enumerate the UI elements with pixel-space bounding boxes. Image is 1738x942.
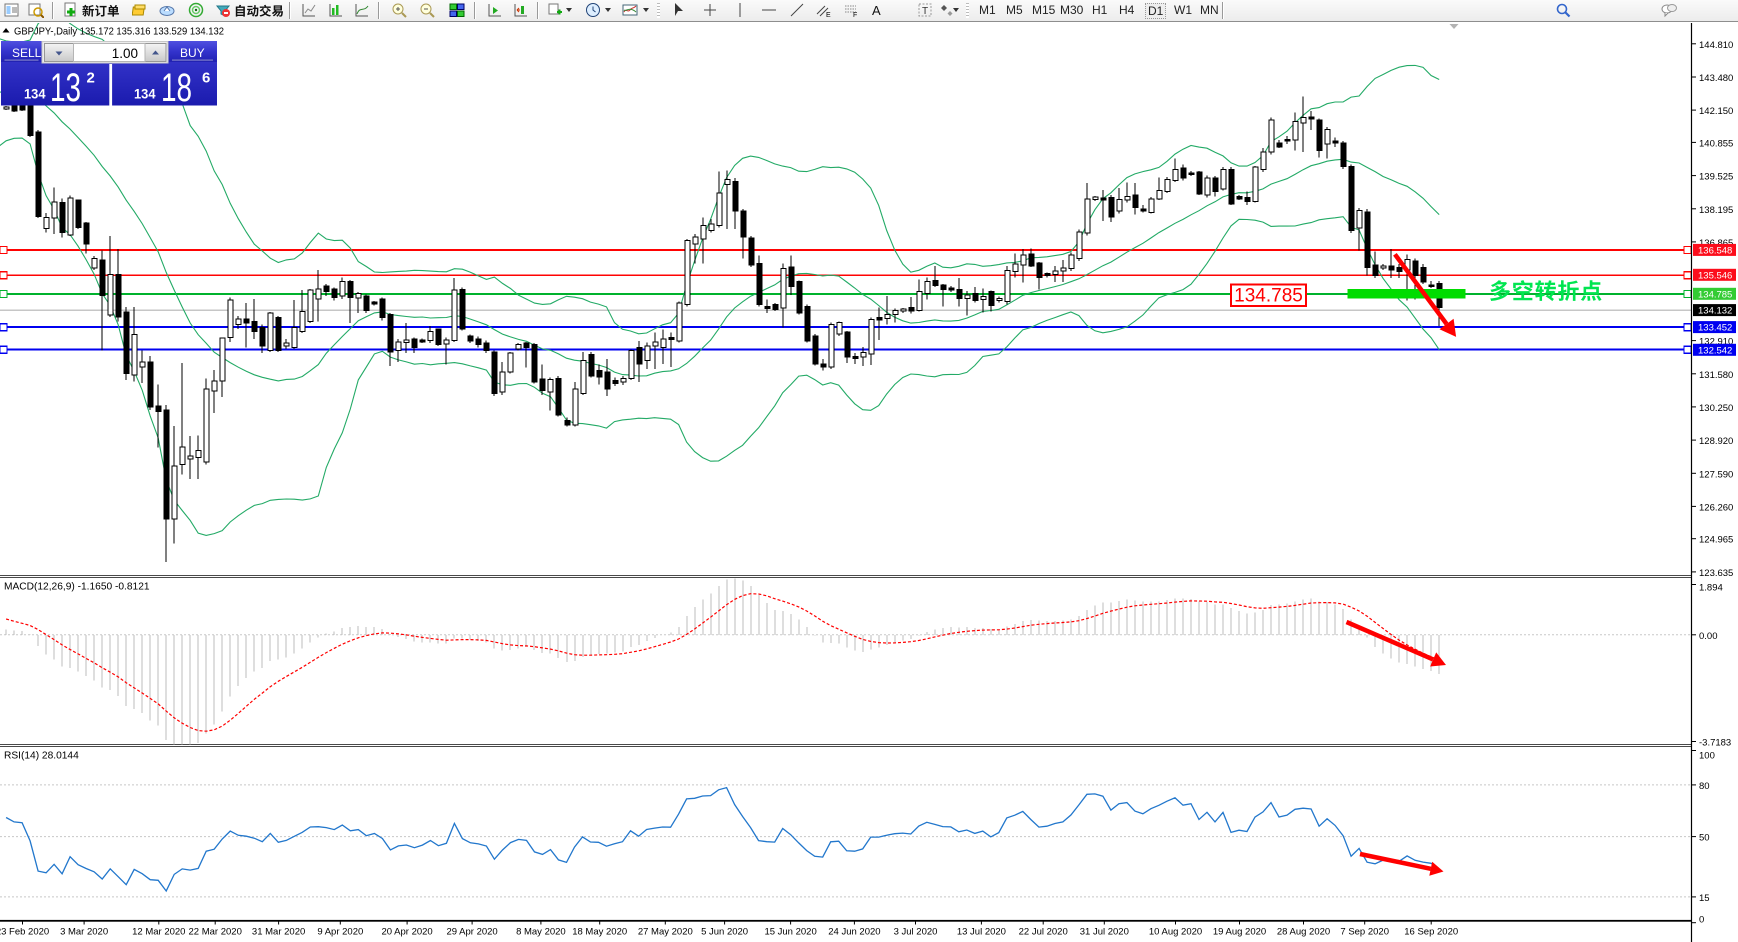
svg-text:142.150: 142.150 <box>1699 106 1733 117</box>
svg-text:134: 134 <box>24 86 46 102</box>
svg-text:8 May 2020: 8 May 2020 <box>516 927 566 938</box>
svg-text:SELL: SELL <box>12 46 42 60</box>
svg-text:132.910: 132.910 <box>1699 337 1733 348</box>
svg-text:31 Mar 2020: 31 Mar 2020 <box>252 927 305 938</box>
svg-text:BUY: BUY <box>180 46 205 60</box>
svg-text:143.480: 143.480 <box>1699 73 1733 84</box>
svg-text:9 Apr 2020: 9 Apr 2020 <box>317 927 363 938</box>
svg-text:F: F <box>853 12 857 18</box>
svg-text:28 Aug 2020: 28 Aug 2020 <box>1277 927 1330 938</box>
svg-text:29 Apr 2020: 29 Apr 2020 <box>446 927 497 938</box>
svg-text:22 Mar 2020: 22 Mar 2020 <box>189 927 242 938</box>
svg-text:135.546: 135.546 <box>1698 270 1732 281</box>
svg-text:131.580: 131.580 <box>1699 370 1733 381</box>
svg-text:128.920: 128.920 <box>1699 436 1733 447</box>
svg-text:124.965: 124.965 <box>1699 535 1733 546</box>
svg-text:T: T <box>922 6 928 17</box>
svg-text:7 Sep 2020: 7 Sep 2020 <box>1340 927 1389 938</box>
svg-text:139.525: 139.525 <box>1699 172 1733 183</box>
svg-text:20 Apr 2020: 20 Apr 2020 <box>381 927 432 938</box>
svg-text:140.855: 140.855 <box>1699 138 1733 149</box>
svg-text:3 Mar 2020: 3 Mar 2020 <box>60 927 108 938</box>
svg-text:133.452: 133.452 <box>1698 323 1732 334</box>
svg-text:0: 0 <box>1699 915 1704 926</box>
svg-text:50: 50 <box>1699 833 1710 844</box>
svg-text:123.635: 123.635 <box>1699 568 1733 579</box>
svg-text:1.894: 1.894 <box>1699 583 1723 594</box>
svg-text:134.785: 134.785 <box>1234 286 1303 307</box>
svg-text:134: 134 <box>134 86 156 102</box>
svg-text:18: 18 <box>161 66 192 110</box>
svg-text:27 May 2020: 27 May 2020 <box>638 927 693 938</box>
svg-text:80: 80 <box>1699 781 1710 792</box>
svg-text:E: E <box>826 12 831 18</box>
svg-text:0.00: 0.00 <box>1699 631 1718 642</box>
svg-text:22 Jul 2020: 22 Jul 2020 <box>1019 927 1068 938</box>
svg-text:24 Jun 2020: 24 Jun 2020 <box>828 927 880 938</box>
svg-text:132.542: 132.542 <box>1698 345 1732 356</box>
svg-text:10 Aug 2020: 10 Aug 2020 <box>1149 927 1202 938</box>
svg-text:12 Mar 2020: 12 Mar 2020 <box>132 927 185 938</box>
svg-text:100: 100 <box>1699 751 1715 762</box>
svg-text:GBPJPY-,Daily 135.172 135.316: GBPJPY-,Daily 135.172 135.316 133.529 13… <box>14 27 224 38</box>
svg-text:144.810: 144.810 <box>1699 40 1733 51</box>
svg-text:13 Jul 2020: 13 Jul 2020 <box>957 927 1006 938</box>
svg-text:1.00: 1.00 <box>112 46 138 61</box>
svg-text:127.590: 127.590 <box>1699 469 1733 480</box>
svg-text:15: 15 <box>1699 893 1710 904</box>
svg-text:134.132: 134.132 <box>1698 306 1732 317</box>
svg-text:6: 6 <box>202 70 210 87</box>
svg-text:126.260: 126.260 <box>1699 502 1733 513</box>
svg-text:13: 13 <box>50 66 81 110</box>
svg-text:136.865: 136.865 <box>1699 238 1733 249</box>
svg-text:23 Feb 2020: 23 Feb 2020 <box>0 927 49 938</box>
svg-text:16 Sep 2020: 16 Sep 2020 <box>1404 927 1458 938</box>
svg-text:5 Jun 2020: 5 Jun 2020 <box>701 927 748 938</box>
svg-text:15 Jun 2020: 15 Jun 2020 <box>764 927 816 938</box>
svg-text:RSI(14) 28.0144: RSI(14) 28.0144 <box>4 751 79 762</box>
svg-text:-3.7183: -3.7183 <box>1699 738 1731 749</box>
svg-text:2: 2 <box>87 70 95 87</box>
svg-text:31 Jul 2020: 31 Jul 2020 <box>1080 927 1129 938</box>
svg-text:19 Aug 2020: 19 Aug 2020 <box>1213 927 1266 938</box>
svg-text:134.785: 134.785 <box>1698 289 1732 300</box>
svg-text:136.548: 136.548 <box>1698 245 1732 256</box>
svg-text:18 May 2020: 18 May 2020 <box>572 927 627 938</box>
svg-text:130.250: 130.250 <box>1699 403 1733 414</box>
svg-text:138.195: 138.195 <box>1699 205 1733 216</box>
svg-text:MACD(12,26,9) -1.1650 -0.8121: MACD(12,26,9) -1.1650 -0.8121 <box>4 582 150 593</box>
svg-text:3 Jul 2020: 3 Jul 2020 <box>894 927 938 938</box>
